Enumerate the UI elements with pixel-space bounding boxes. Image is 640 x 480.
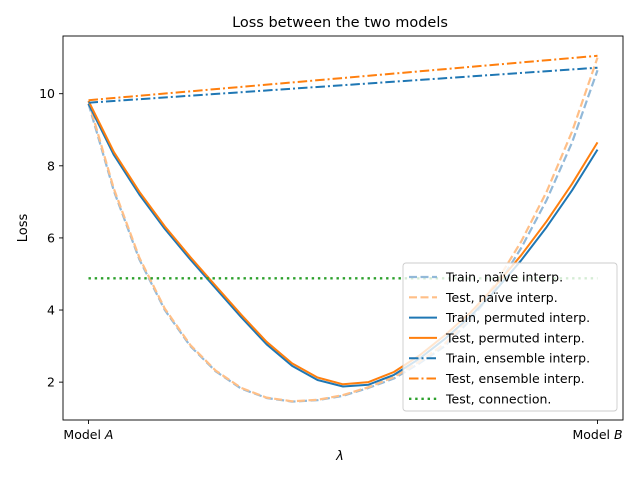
series-line-test-naive-interp	[87, 57, 599, 403]
legend-box	[402, 262, 618, 412]
y-axis: 2 4 6 8 10	[39, 86, 63, 390]
x-axis-label: λ	[335, 449, 344, 464]
x-tick-label-prefix: Model	[63, 427, 105, 442]
legend-label: Test, naïve interp.	[445, 290, 558, 305]
x-tick-label-model: B	[614, 427, 623, 442]
x-axis: Model A Model B	[63, 420, 623, 442]
x-tick-label: Model A	[63, 427, 113, 442]
legend-label: Train, naïve interp.	[445, 270, 563, 285]
legend-label: Test, connection.	[445, 391, 551, 406]
chart-title: Loss between the two models	[232, 15, 448, 31]
legend-label: Test, ensemble interp.	[445, 371, 585, 386]
x-tick-label-model: A	[104, 427, 114, 442]
y-tick-label: 8	[47, 158, 55, 173]
y-tick-label: 2	[47, 375, 55, 390]
legend-label: Test, permuted interp.	[445, 330, 585, 345]
legend-label: Train, permuted interp.	[445, 310, 590, 325]
legend: Train, naïve interp. Test, naïve interp. T…	[402, 262, 618, 412]
y-tick-label: 4	[47, 303, 55, 318]
x-tick-label: Model B	[572, 427, 622, 442]
y-tick-label: 6	[47, 230, 55, 245]
x-tick-label-prefix: Model	[572, 427, 614, 442]
plot-frame	[62, 35, 624, 421]
legend-label: Train, ensemble interp.	[445, 351, 590, 366]
y-tick-label: 10	[39, 86, 55, 101]
series-line-train-ensemble-interp	[88, 66, 598, 104]
y-axis-label: Loss	[16, 214, 31, 243]
series-line-test-ensemble-interp	[88, 54, 598, 102]
